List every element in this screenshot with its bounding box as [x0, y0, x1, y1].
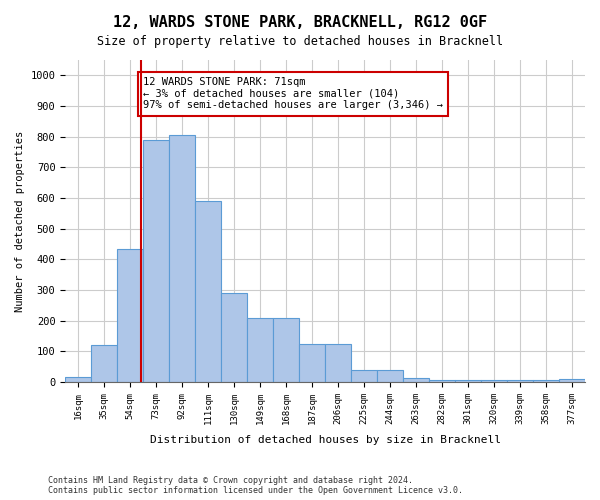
Bar [195, 201, 221, 382]
Text: 12, WARDS STONE PARK, BRACKNELL, RG12 0GF: 12, WARDS STONE PARK, BRACKNELL, RG12 0G… [113, 15, 487, 30]
Bar [325, 344, 351, 382]
Bar [507, 380, 533, 382]
Bar [143, 140, 169, 382]
Bar [429, 380, 455, 382]
Bar [455, 380, 481, 382]
Bar [533, 380, 559, 382]
Bar [247, 318, 273, 382]
Bar [351, 370, 377, 382]
Bar [117, 248, 143, 382]
Bar [65, 378, 91, 382]
X-axis label: Distribution of detached houses by size in Bracknell: Distribution of detached houses by size … [149, 435, 500, 445]
Bar [221, 293, 247, 382]
Text: 12 WARDS STONE PARK: 71sqm
← 3% of detached houses are smaller (104)
97% of semi: 12 WARDS STONE PARK: 71sqm ← 3% of detac… [143, 77, 443, 110]
Bar [169, 135, 195, 382]
Bar [273, 318, 299, 382]
Text: Contains HM Land Registry data © Crown copyright and database right 2024.: Contains HM Land Registry data © Crown c… [48, 476, 413, 485]
Bar [377, 370, 403, 382]
Bar [403, 378, 429, 382]
Bar [91, 345, 117, 382]
Text: Size of property relative to detached houses in Bracknell: Size of property relative to detached ho… [97, 35, 503, 48]
Y-axis label: Number of detached properties: Number of detached properties [15, 130, 25, 312]
Text: Contains public sector information licensed under the Open Government Licence v3: Contains public sector information licen… [48, 486, 463, 495]
Bar [299, 344, 325, 382]
Bar [559, 380, 585, 382]
Bar [481, 380, 507, 382]
